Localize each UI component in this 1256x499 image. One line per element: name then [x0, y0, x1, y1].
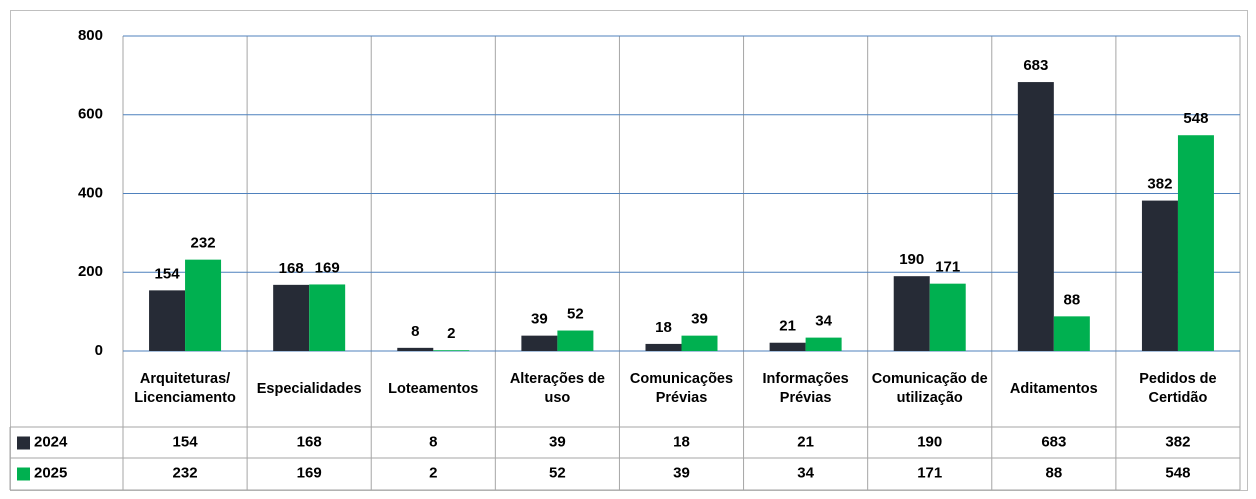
bar — [769, 342, 806, 351]
data-label: 52 — [567, 305, 584, 322]
bar — [149, 290, 186, 351]
table-value: 168 — [297, 433, 322, 450]
data-label: 232 — [191, 235, 216, 252]
x-tick-label: Loteamentos — [388, 380, 479, 397]
x-tick-label: Aditamentos — [1009, 380, 1098, 397]
data-label: 88 — [1063, 291, 1080, 308]
legend-label: 2025 — [34, 464, 67, 481]
x-tick-label: Informações Prévias — [762, 371, 849, 406]
bar — [433, 350, 470, 351]
x-tick-label: Pedidos de Certidão — [1139, 371, 1217, 406]
data-label: 683 — [1023, 57, 1048, 74]
y-tick-label: 400 — [78, 184, 103, 201]
table-value: 39 — [673, 464, 690, 481]
data-label: 21 — [779, 318, 796, 335]
data-label: 34 — [815, 313, 832, 330]
bar — [1017, 82, 1054, 351]
table-value: 548 — [1165, 464, 1190, 481]
bar — [397, 347, 434, 351]
data-label: 548 — [1183, 110, 1208, 127]
bar — [185, 259, 222, 351]
legend-label: 2024 — [34, 433, 68, 450]
legend-key — [17, 436, 30, 450]
y-tick-label: 600 — [78, 106, 103, 123]
bar — [1141, 200, 1178, 351]
table-value: 52 — [549, 464, 566, 481]
legend-key — [17, 467, 30, 481]
data-label: 39 — [691, 311, 708, 328]
table-value: 232 — [173, 464, 198, 481]
bar — [681, 335, 718, 351]
bar — [1053, 316, 1090, 351]
y-tick-label: 0 — [95, 342, 103, 359]
data-label: 168 — [279, 260, 304, 277]
y-tick-label: 800 — [78, 27, 103, 44]
data-label: 171 — [935, 259, 960, 276]
table-value: 382 — [1165, 433, 1190, 450]
bar — [557, 330, 594, 351]
bar — [929, 283, 966, 351]
table-value: 34 — [797, 464, 814, 481]
x-tick-label: Alterações de uso — [509, 371, 605, 406]
table-value: 39 — [549, 433, 566, 450]
bar — [309, 284, 346, 351]
data-label: 382 — [1147, 176, 1172, 193]
data-label: 2 — [447, 325, 455, 342]
x-tick-label: Especialidades — [256, 380, 362, 397]
x-tick-label: Arquiteturas/ Licenciamento — [134, 371, 236, 406]
bar — [521, 335, 558, 351]
data-label: 8 — [411, 323, 419, 340]
bar — [893, 276, 930, 351]
bar — [1177, 135, 1214, 351]
data-label: 39 — [531, 311, 548, 328]
x-tick-label: Comunicações Prévias — [629, 371, 734, 406]
data-label: 18 — [655, 319, 672, 336]
data-label: 169 — [315, 259, 340, 276]
x-tick-label: Comunicação de utilização — [871, 371, 988, 406]
table-value: 18 — [673, 433, 690, 450]
data-label: 154 — [155, 265, 181, 282]
table-value: 2 — [429, 464, 437, 481]
table-value: 21 — [797, 433, 814, 450]
y-tick-label: 200 — [78, 263, 103, 280]
bar — [645, 343, 682, 351]
table-value: 683 — [1041, 433, 1066, 450]
table-value: 190 — [917, 433, 942, 450]
table-value: 171 — [917, 464, 942, 481]
table-value: 169 — [297, 464, 322, 481]
data-label: 190 — [899, 251, 924, 268]
table-value: 88 — [1045, 464, 1062, 481]
table-value: 154 — [173, 433, 199, 450]
bar — [805, 337, 842, 351]
bar — [273, 284, 310, 351]
table-value: 8 — [429, 433, 437, 450]
